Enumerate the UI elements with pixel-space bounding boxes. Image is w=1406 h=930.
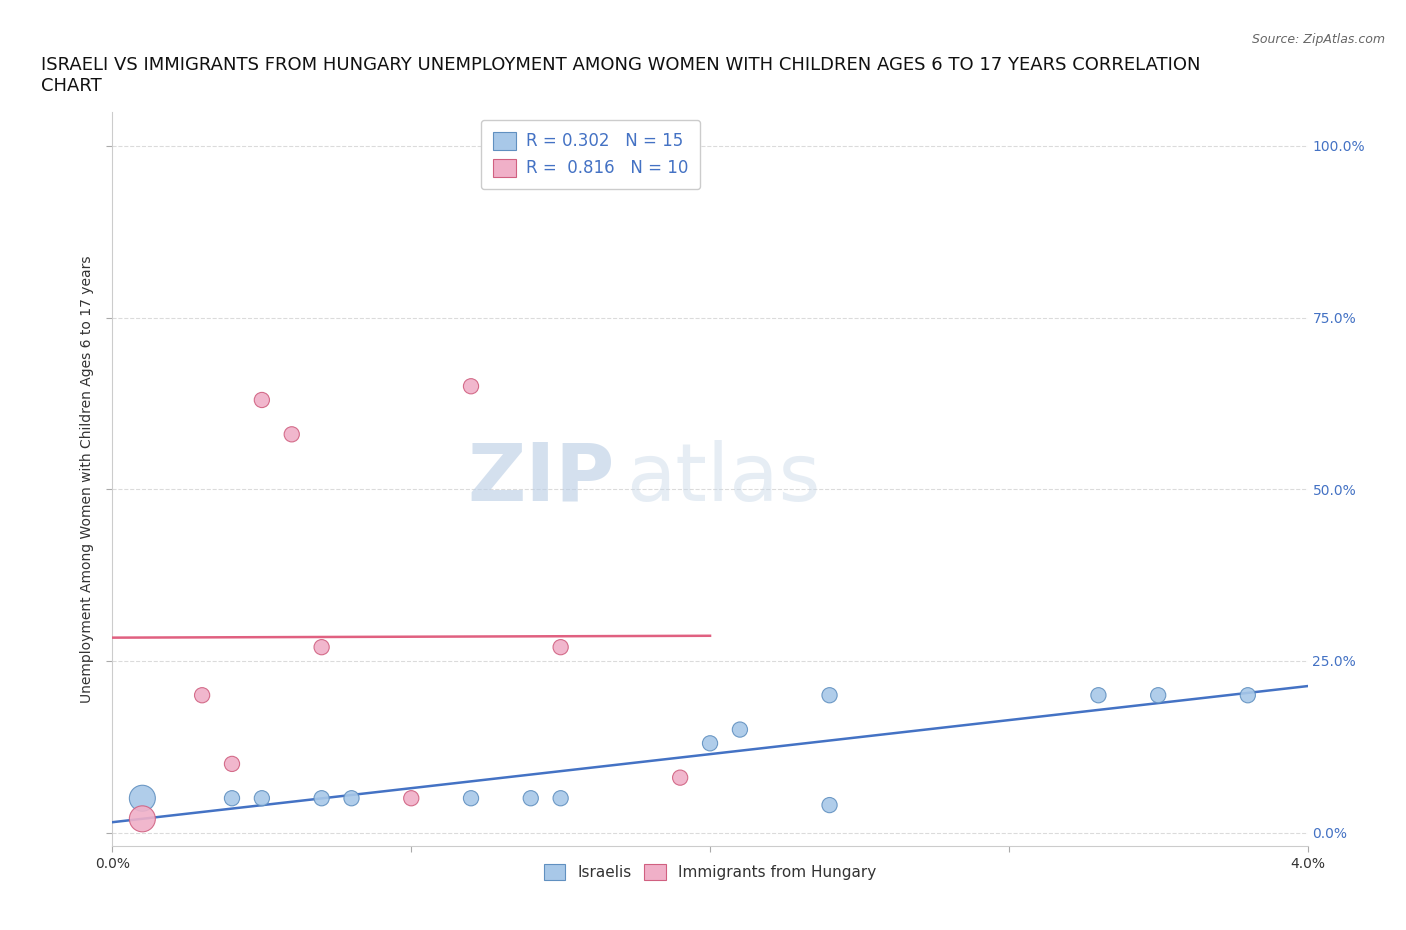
Text: ISRAELI VS IMMIGRANTS FROM HUNGARY UNEMPLOYMENT AMONG WOMEN WITH CHILDREN AGES 6: ISRAELI VS IMMIGRANTS FROM HUNGARY UNEMP… bbox=[41, 56, 1201, 95]
Point bbox=[1087, 688, 1109, 703]
Point bbox=[191, 688, 214, 703]
Point bbox=[401, 790, 423, 805]
Point bbox=[728, 722, 751, 737]
Point bbox=[281, 427, 304, 442]
Legend: Israelis, Immigrants from Hungary: Israelis, Immigrants from Hungary bbox=[538, 858, 882, 886]
Point bbox=[460, 379, 482, 393]
Point bbox=[460, 790, 482, 805]
Point bbox=[818, 688, 841, 703]
Point bbox=[669, 770, 692, 785]
Point bbox=[1147, 688, 1170, 703]
Point bbox=[311, 790, 333, 805]
Point bbox=[311, 640, 333, 655]
Point bbox=[131, 790, 153, 805]
Point bbox=[550, 640, 572, 655]
Point bbox=[250, 790, 273, 805]
Point bbox=[250, 392, 273, 407]
Text: Source: ZipAtlas.com: Source: ZipAtlas.com bbox=[1251, 33, 1385, 46]
Point bbox=[699, 736, 721, 751]
Text: atlas: atlas bbox=[627, 440, 821, 518]
Point bbox=[340, 790, 363, 805]
Point bbox=[1237, 688, 1260, 703]
Point bbox=[221, 756, 243, 771]
Y-axis label: Unemployment Among Women with Children Ages 6 to 17 years: Unemployment Among Women with Children A… bbox=[80, 255, 94, 703]
Text: ZIP: ZIP bbox=[467, 440, 614, 518]
Point bbox=[550, 790, 572, 805]
Point bbox=[131, 811, 153, 826]
Point bbox=[520, 790, 543, 805]
Point bbox=[818, 798, 841, 813]
Point bbox=[221, 790, 243, 805]
